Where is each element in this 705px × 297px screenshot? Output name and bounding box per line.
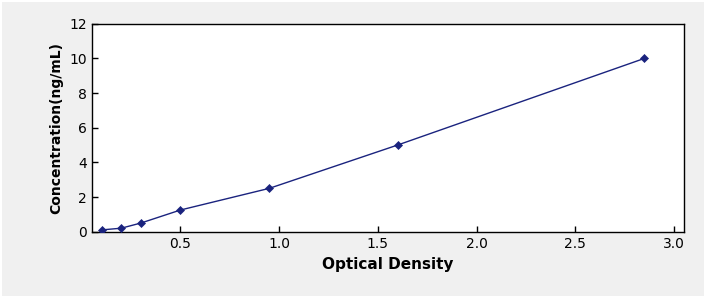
Y-axis label: Concentration(ng/mL): Concentration(ng/mL)	[49, 42, 63, 214]
X-axis label: Optical Density: Optical Density	[322, 257, 453, 272]
